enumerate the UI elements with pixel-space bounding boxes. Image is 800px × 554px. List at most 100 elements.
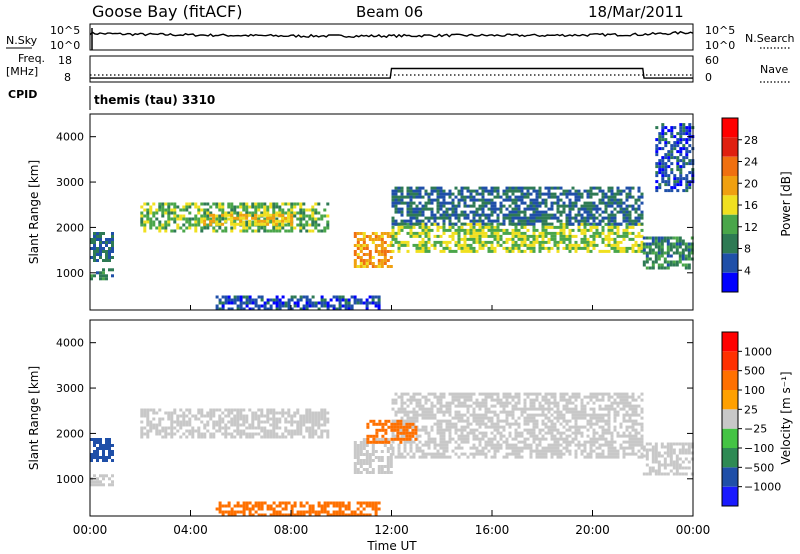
heatmap-cell [478,228,482,232]
heatmap-cell [685,189,689,193]
heatmap-cell [478,198,482,202]
heatmap-cell [535,234,539,238]
heatmap-cell [454,249,458,253]
heatmap-cell [607,189,611,193]
heatmap-cell [323,229,327,233]
heatmap-cell [679,138,683,142]
heatmap-cell [613,246,617,250]
heatmap-cell [427,249,431,253]
heatmap-cell [613,207,617,211]
heatmap-cell [484,204,488,208]
heatmap-cell [490,231,494,235]
heatmap-cell [532,189,536,193]
heatmap-cell [541,228,545,232]
heatmap-cell [457,216,461,220]
heatmap-cell [260,501,264,505]
heatmap-cell [640,398,644,402]
heatmap-cell [371,471,375,474]
heatmap-cell [481,222,485,226]
heatmap-cell [448,216,452,220]
heatmap-cell [366,437,370,441]
heatmap-cell [266,429,270,433]
heatmap-cell [544,407,548,411]
heatmap-cell [532,440,536,444]
heatmap-cell [532,401,536,405]
heatmap-cell [607,392,611,396]
heatmap-cell [290,417,294,421]
heatmap-cell [598,392,602,396]
heatmap-cell [463,213,467,217]
heatmap-cell [538,404,542,408]
heatmap-cell [418,404,422,408]
heatmap-cell [598,437,602,441]
heatmap-cell [332,295,336,299]
heatmap-cell [108,456,111,459]
heatmap-cell [634,434,638,438]
heatmap-cell [520,192,524,196]
heatmap-cell [179,208,183,212]
heatmap-cell [436,422,440,426]
heatmap-cell [595,210,599,214]
heatmap-cell [481,422,485,426]
heatmap-cell [427,446,431,450]
heatmap-cell [278,435,282,439]
heatmap-cell [544,231,548,235]
heatmap-cell [371,507,375,511]
heatmap-cell [161,202,165,206]
heatmap-cell [645,236,649,240]
heatmap-cell [463,434,467,438]
heatmap-cell [149,423,153,427]
heatmap-cell [532,437,536,441]
heatmap-cell [654,469,658,473]
heatmap-cell [687,460,691,464]
heatmap-cell [263,211,267,215]
heatmap-cell [511,231,515,235]
heatmap-cell [583,449,587,453]
heatmap-cell [654,448,658,452]
heatmap-cell [384,431,388,435]
heatmap-cell [574,249,578,253]
heatmap-cell [613,219,617,223]
heatmap-cell [589,222,593,226]
heatmap-cell [369,434,373,438]
heatmap-cell [391,431,395,435]
heatmap-cell [326,202,330,206]
heatmap-cell [445,419,449,423]
heatmap-cell [460,413,464,417]
heatmap-cell [140,426,144,430]
heatmap-cell [496,213,500,217]
heatmap-cell [206,214,210,218]
heatmap-cell [302,510,306,514]
heatmap-cell [442,198,446,202]
heatmap-cell [678,463,682,467]
heatmap-cell [529,207,533,211]
heatmap-cell [529,392,533,396]
heatmap-cell [544,413,548,417]
heatmap-cell [308,513,312,517]
heatmap-cell [487,443,491,447]
heatmap-cell [368,471,372,474]
heatmap-cell [389,250,393,253]
heatmap-cell [412,410,416,414]
heatmap-cell [224,426,228,430]
heatmap-cell [660,442,664,446]
heatmap-cell [251,411,255,415]
heatmap-cell [266,307,270,311]
heatmap-cell [347,304,351,308]
heatmap-cell [194,214,198,218]
heatmap-cell [607,195,611,199]
heatmap-cell [601,392,605,396]
heatmap-cell [514,404,518,408]
heatmap-cell [326,301,330,305]
heatmap-cell [383,256,387,259]
heatmap-cell [293,411,297,415]
heatmap-cell [651,451,655,455]
heatmap-cell [451,213,455,217]
heatmap-cell [562,425,566,429]
heatmap-cell [556,449,560,453]
heatmap-cell [592,392,596,396]
heatmap-cell [670,144,674,148]
heatmap-cell [173,420,177,424]
heatmap-cell [684,442,688,446]
